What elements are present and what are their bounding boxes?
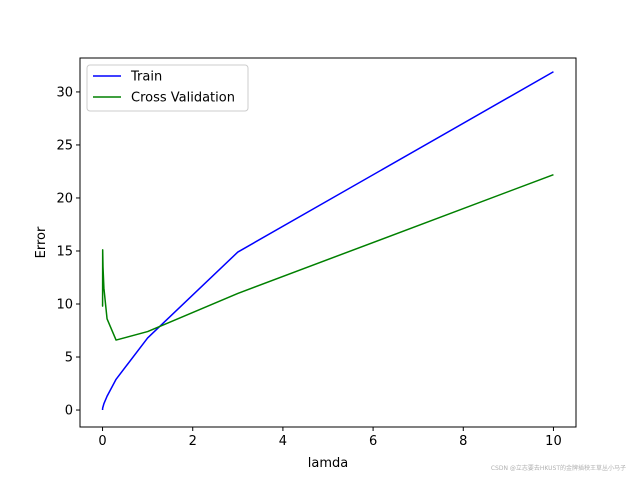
x-tick-label: 4 (279, 434, 287, 449)
plot-area (80, 58, 576, 427)
y-tick-label: 5 (65, 351, 73, 366)
y-tick-label: 25 (56, 138, 73, 153)
legend-label-train: Train (130, 70, 162, 85)
y-tick-label: 20 (56, 191, 73, 206)
series-line-train (101, 71, 554, 411)
legend-box (86, 64, 249, 112)
x-axis-label: lamda (308, 456, 348, 471)
y-tick-label: 0 (65, 404, 73, 419)
legend: Train Cross Validation (86, 64, 249, 112)
x-tick-label: 6 (369, 434, 377, 449)
watermark: CSDN @立志要去HKUST的金牌插秧王草丛小马子 (490, 465, 626, 472)
x-tick-label: 0 (98, 434, 106, 449)
y-tick-label: 10 (56, 298, 73, 313)
x-tick-label: 8 (459, 434, 467, 449)
plot-frame (79, 57, 577, 428)
y-tick-label: 15 (56, 244, 73, 259)
y-tick-label: 30 (56, 85, 73, 100)
x-tick-label: 10 (545, 434, 562, 449)
legend-label-cross-validation: Cross Validation (131, 91, 235, 106)
y-axis-label: Error (34, 226, 49, 258)
series-line-cross-validation (101, 173, 554, 341)
x-tick-label: 2 (189, 434, 197, 449)
